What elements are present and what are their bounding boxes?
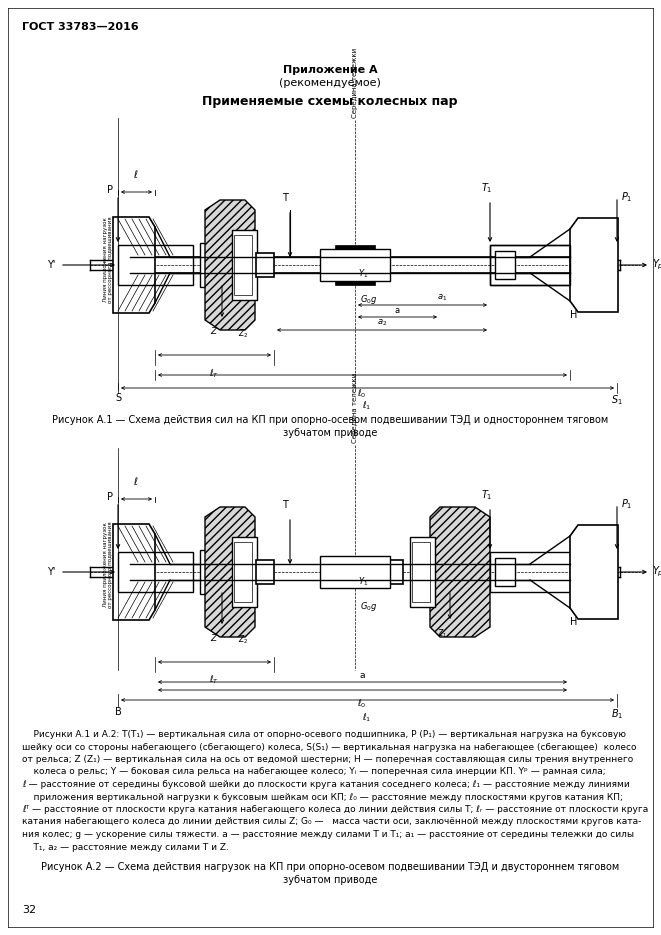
- Text: Рисунок А.2 — Схема действия нагрузок на КП при опорно-осевом подвешивании ТЭД и: Рисунок А.2 — Схема действия нагрузок на…: [41, 862, 619, 872]
- Text: $T_1$: $T_1$: [481, 488, 493, 502]
- Polygon shape: [430, 507, 490, 637]
- Text: зубчатом приводе: зубчатом приводе: [283, 428, 377, 438]
- Bar: [118, 245, 193, 285]
- Text: $Y_1$: $Y_1$: [358, 575, 368, 587]
- Text: $Z$: $Z$: [210, 632, 219, 643]
- Bar: [490, 245, 570, 285]
- Text: H: H: [570, 617, 577, 627]
- Text: $\ell_T$: $\ell_T$: [209, 367, 219, 380]
- Text: (рекомендуемое): (рекомендуемое): [279, 78, 381, 88]
- Text: $\ell_0$: $\ell_0$: [357, 387, 367, 399]
- Bar: [234, 235, 252, 295]
- Text: $\ell$: $\ell$: [134, 475, 139, 487]
- Text: зубчатом приводе: зубчатом приводе: [283, 875, 377, 885]
- Text: катания набегающего колеса до линии действия силы Z; G₀ —   масса части оси, зак: катания набегающего колеса до линии дейс…: [22, 817, 641, 827]
- Polygon shape: [205, 200, 255, 330]
- Text: a: a: [359, 671, 365, 680]
- Bar: [200, 550, 235, 594]
- Bar: [232, 230, 257, 300]
- Text: $Y_p$: $Y_p$: [652, 258, 661, 272]
- Bar: [234, 542, 252, 602]
- Text: $Z$: $Z$: [210, 325, 219, 336]
- Bar: [320, 556, 390, 588]
- Text: $\ell$: $\ell$: [134, 168, 139, 180]
- Text: $B_1$: $B_1$: [611, 707, 623, 721]
- Text: $T_1$: $T_1$: [481, 181, 493, 195]
- Bar: [410, 537, 435, 607]
- Text: Линия приложения нагрузок
от рессорного подвешивания: Линия приложения нагрузок от рессорного …: [102, 522, 114, 609]
- Text: P: P: [107, 492, 113, 502]
- Bar: [130, 564, 570, 580]
- Text: P: P: [107, 185, 113, 195]
- Text: ℓ — расстояние от середины буксовой шейки до плоскости круга катания соседнего к: ℓ — расстояние от середины буксовой шейк…: [22, 780, 630, 789]
- Bar: [385, 560, 403, 584]
- Text: $P_1$: $P_1$: [621, 497, 633, 511]
- Text: Середина тележки: Середина тележки: [352, 48, 358, 118]
- Bar: [130, 257, 570, 273]
- Text: $G_0g$: $G_0g$: [360, 293, 377, 306]
- Text: S: S: [115, 393, 121, 403]
- Text: $Y_1$: $Y_1$: [358, 268, 368, 280]
- Text: Y': Y': [47, 260, 55, 270]
- Text: $Z_2$: $Z_2$: [238, 327, 249, 339]
- Polygon shape: [570, 218, 618, 312]
- Text: Рисунки А.1 и А.2: T(T₁) — вертикальная сила от опорно-осевого подшипника, P (P₁: Рисунки А.1 и А.2: T(T₁) — вертикальная …: [22, 730, 626, 739]
- Text: T: T: [282, 193, 288, 203]
- Text: приложения вертикальной нагрузки к буксовым шейкам оси КП; ℓ₀ — расстояние между: приложения вертикальной нагрузки к буксо…: [22, 793, 623, 801]
- Bar: [335, 281, 375, 285]
- Text: $a_1$: $a_1$: [437, 293, 447, 303]
- Text: $Z_2$: $Z_2$: [238, 634, 249, 646]
- Text: Линия приложения нагрузок
от рессорного подвешивания: Линия приложения нагрузок от рессорного …: [102, 217, 114, 303]
- Bar: [256, 560, 274, 584]
- Bar: [118, 552, 193, 592]
- Text: шейку оси со стороны набегающего (сбегающего) колеса, S(S₁) — вертикальная нагру: шейку оси со стороны набегающего (сбегаю…: [22, 742, 637, 752]
- Bar: [495, 251, 515, 279]
- Text: $\ell_T$: $\ell_T$: [209, 674, 219, 686]
- Text: $S_1$: $S_1$: [611, 393, 623, 407]
- Bar: [412, 542, 430, 602]
- Text: от рельса; Z (Z₁) — вертикальная сила на ось от ведомой шестерни; H — поперечная: от рельса; Z (Z₁) — вертикальная сила на…: [22, 755, 633, 764]
- Text: 32: 32: [22, 905, 36, 915]
- Bar: [320, 249, 390, 281]
- Bar: [490, 552, 570, 592]
- Text: $\ell_1$: $\ell_1$: [362, 400, 371, 412]
- Text: B: B: [114, 707, 122, 717]
- Text: Середина тележки: Середина тележки: [352, 373, 358, 443]
- Text: $P_1$: $P_1$: [621, 190, 633, 204]
- Text: $Z_1$: $Z_1$: [437, 627, 447, 640]
- Text: T₁, a₂ — расстояние между силами T и Z.: T₁, a₂ — расстояние между силами T и Z.: [22, 842, 229, 852]
- Bar: [490, 245, 570, 285]
- Bar: [335, 245, 375, 249]
- Text: Приложение А: Приложение А: [283, 65, 377, 75]
- Text: H: H: [570, 310, 577, 320]
- Text: ℓᵀ — расстояние от плоскости круга катания набегающего колеса до линии действия : ℓᵀ — расстояние от плоскости круга катан…: [22, 805, 648, 814]
- Polygon shape: [113, 524, 155, 620]
- Text: a: a: [395, 306, 399, 315]
- Bar: [232, 537, 257, 607]
- Bar: [200, 243, 235, 287]
- Text: колеса о рельс; Y — боковая сила рельса на набегающее колесо; Yᵢ — поперечная си: колеса о рельс; Y — боковая сила рельса …: [22, 768, 605, 776]
- Text: $Y_p$: $Y_p$: [652, 565, 661, 579]
- Text: ГОСТ 33783—2016: ГОСТ 33783—2016: [22, 22, 139, 32]
- Text: T: T: [282, 500, 288, 510]
- Text: Применяемые схемы колесных пар: Применяемые схемы колесных пар: [202, 95, 458, 108]
- Polygon shape: [205, 507, 255, 637]
- Text: $a_2$: $a_2$: [377, 318, 387, 328]
- Text: $\ell_1$: $\ell_1$: [362, 712, 371, 725]
- Bar: [256, 253, 274, 277]
- Text: $G_0g$: $G_0g$: [360, 600, 377, 613]
- Text: ния колес; g — ускорение силы тяжести. a — расстояние между силами T и T₁; a₁ — : ния колес; g — ускорение силы тяжести. a…: [22, 830, 634, 839]
- Text: Рисунок А.1 — Схема действия сил на КП при опорно-осевом подвешивании ТЭД и одно: Рисунок А.1 — Схема действия сил на КП п…: [52, 415, 608, 425]
- Polygon shape: [570, 525, 618, 619]
- Text: Y': Y': [47, 567, 55, 577]
- Text: $\ell_0$: $\ell_0$: [357, 698, 367, 711]
- Bar: [495, 558, 515, 586]
- Polygon shape: [113, 217, 155, 313]
